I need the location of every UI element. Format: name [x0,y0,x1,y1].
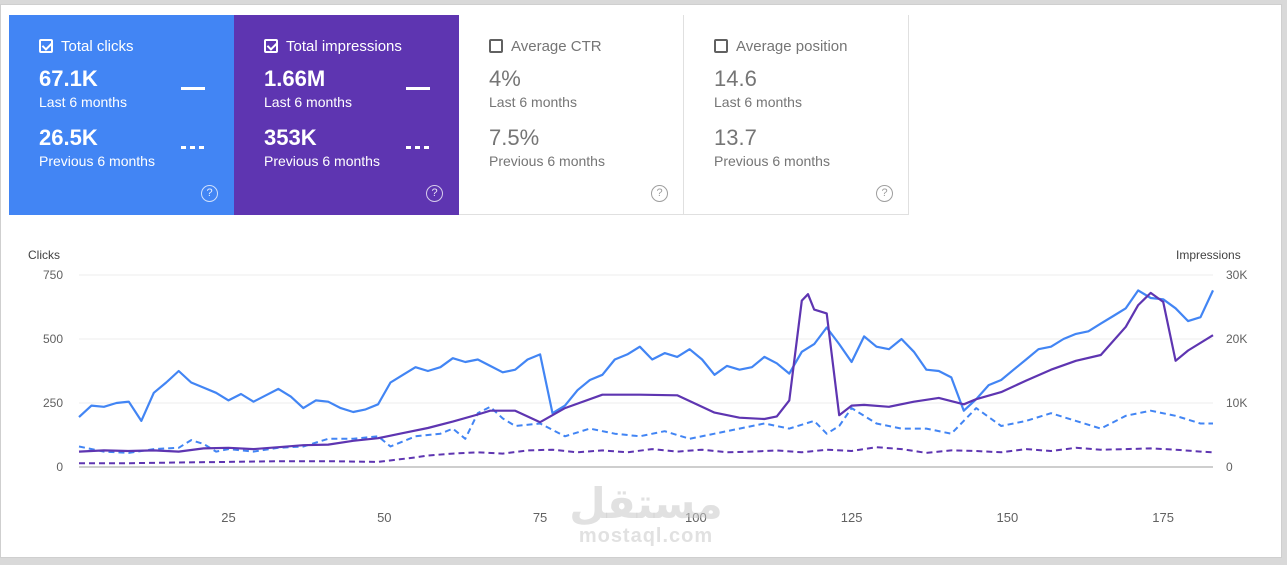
right-tick-label: 20K [1226,332,1247,346]
x-tick-label: 100 [685,510,707,525]
average-ctr-card[interactable]: Average CTR 4% Last 6 months 7.5% Previo… [459,15,684,215]
checkbox-checked-icon[interactable] [264,39,278,53]
current-period: Last 6 months [489,94,577,110]
previous-value: 353K [264,125,317,150]
previous-period: Previous 6 months [39,153,155,169]
card-label: Total clicks [61,37,134,55]
current-value: 1.66M [264,66,326,91]
current-value: 4% [489,66,521,91]
performance-chart[interactable]: 750 30K 500 20K 250 10K 0 0 25 50 75 100 125 150 175 [1,5,1283,559]
card-header: Average CTR [489,37,683,55]
help-icon[interactable]: ? [876,185,893,202]
average-position-card[interactable]: Average position 14.6 Last 6 months 13.7… [684,15,909,215]
x-tick-label: 175 [1152,510,1174,525]
left-tick-label: 500 [43,332,63,346]
impressions-previous-line [79,446,1214,465]
current-period: Last 6 months [264,94,352,110]
previous-value: 7.5% [489,125,540,150]
left-tick-label: 750 [43,268,63,282]
left-tick-label: 0 [56,460,63,474]
performance-panel: Total clicks 67.1K Last 6 months 26.5K P… [0,4,1282,558]
current-value: 14.6 [714,66,757,91]
impressions-line [78,291,1214,453]
checkbox-unchecked-icon[interactable] [714,39,728,53]
total-impressions-card[interactable]: Total impressions 1.66M Last 6 months 35… [234,15,459,215]
previous-period: Previous 6 months [714,153,830,169]
right-tick-label: 10K [1226,396,1247,410]
total-clicks-card[interactable]: Total clicks 67.1K Last 6 months 26.5K P… [9,15,234,215]
card-header: Average position [714,37,908,55]
help-icon[interactable]: ? [426,185,443,202]
x-tick-label: 125 [841,510,863,525]
checkbox-checked-icon[interactable] [39,39,53,53]
left-tick-label: 250 [43,396,63,410]
metric-cards: Total clicks 67.1K Last 6 months 26.5K P… [9,15,909,215]
right-tick-label: 30K [1226,268,1247,282]
right-axis-title: Impressions [1176,248,1241,262]
solid-line-legend-icon [406,87,430,90]
dashed-line-legend-icon [406,146,430,149]
card-header: Total impressions [264,37,459,55]
card-label: Average CTR [511,37,602,55]
checkbox-unchecked-icon[interactable] [489,39,503,53]
previous-value: 26.5K [39,125,98,150]
card-label: Total impressions [286,37,402,55]
previous-value: 13.7 [714,125,757,150]
x-tick-label: 50 [377,510,391,525]
dashed-line-legend-icon [181,146,205,149]
current-period: Last 6 months [714,94,802,110]
help-icon[interactable]: ? [201,185,218,202]
help-icon[interactable]: ? [651,185,668,202]
card-header: Total clicks [39,37,234,55]
x-tick-label: 75 [533,510,547,525]
right-tick-label: 0 [1226,460,1233,474]
solid-line-legend-icon [181,87,205,90]
previous-period: Previous 6 months [264,153,380,169]
clicks-line [78,289,1214,422]
x-tick-label: 25 [221,510,235,525]
card-label: Average position [736,37,848,55]
current-value: 67.1K [39,66,98,91]
left-axis-title: Clicks [28,248,60,262]
x-tick-label: 150 [997,510,1019,525]
previous-period: Previous 6 months [489,153,605,169]
current-period: Last 6 months [39,94,127,110]
clicks-previous-line [78,405,1213,454]
